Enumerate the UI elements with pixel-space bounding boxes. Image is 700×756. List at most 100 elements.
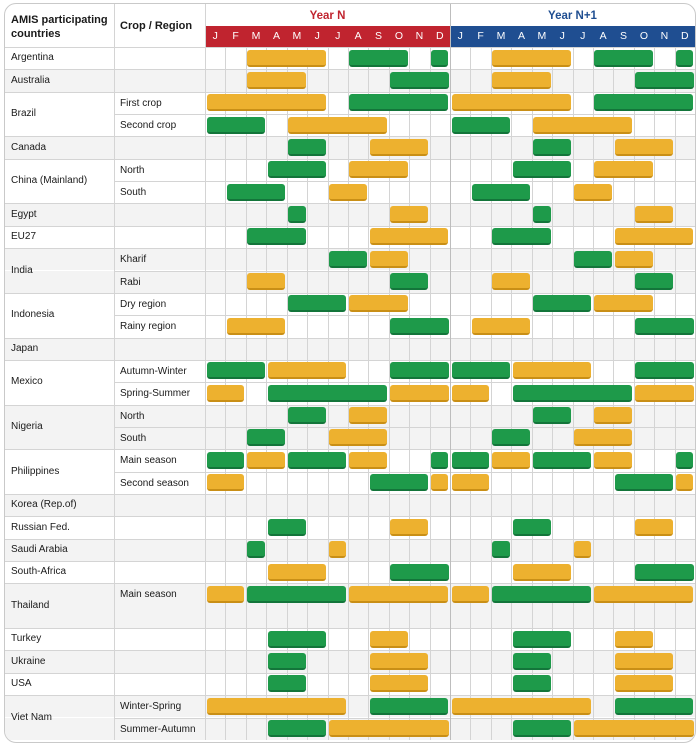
harvest-bar — [451, 362, 510, 380]
harvest-bar — [533, 451, 592, 469]
planting-bar — [614, 138, 674, 156]
planting-bar — [451, 697, 592, 715]
planting-bar — [451, 94, 571, 112]
harvest-bar — [288, 205, 306, 223]
harvest-bar — [451, 451, 490, 469]
country-label: Argentina — [11, 52, 54, 64]
planting-bar — [574, 541, 592, 559]
crop-calendar-table: AMIS participating countries Crop / Regi… — [4, 3, 696, 743]
month-label: J — [335, 30, 341, 42]
country-label: Mexico — [11, 376, 43, 388]
harvest-bar — [267, 720, 326, 737]
table-row — [5, 47, 695, 69]
harvest-bar — [635, 71, 694, 89]
planting-bar — [369, 652, 429, 670]
planting-bar — [574, 720, 694, 737]
table-row — [5, 292, 695, 315]
month-label: M — [496, 30, 506, 42]
table-row — [5, 158, 695, 181]
month-label: O — [394, 30, 404, 42]
month-label: O — [639, 30, 649, 42]
planting-bar — [267, 362, 347, 380]
harvest-bar — [390, 362, 449, 380]
planting-bar — [431, 474, 449, 492]
planting-bar — [369, 138, 429, 156]
table-row — [5, 203, 695, 226]
harvest-bar — [226, 183, 286, 201]
planting-bar — [390, 518, 429, 536]
country-label: Ukraine — [11, 655, 46, 667]
region-label: South — [120, 432, 147, 444]
grid-line — [633, 47, 635, 740]
harvest-bar — [349, 49, 408, 67]
planting-bar — [206, 384, 245, 402]
month-label: M — [292, 30, 302, 42]
table-row — [5, 471, 695, 494]
month-label: F — [477, 30, 484, 42]
harvest-bar — [369, 697, 449, 715]
planting-bar — [492, 71, 551, 89]
harvest-bar — [614, 697, 694, 715]
year-n1-label: Year N+1 — [548, 10, 597, 22]
table-row — [5, 270, 695, 293]
country-label: South-Africa — [11, 566, 67, 578]
harvest-bar — [512, 630, 571, 648]
month-label: M — [537, 30, 547, 42]
harvest-bar — [635, 273, 674, 290]
planting-bar — [226, 317, 286, 335]
harvest-bar — [512, 720, 571, 737]
country-label: Turkey — [11, 633, 42, 645]
table-row — [5, 538, 695, 562]
planting-bar — [635, 205, 674, 223]
planting-bar — [329, 720, 449, 737]
table-row — [5, 561, 695, 583]
table-row — [5, 628, 695, 650]
harvest-bar — [288, 295, 347, 313]
region-label: North — [120, 410, 145, 422]
region-label: Main season — [120, 589, 177, 601]
harvest-bar — [247, 228, 306, 246]
grid-line — [114, 4, 115, 740]
country-column-header: AMIS participating countries — [11, 14, 108, 40]
harvest-bar — [471, 183, 531, 201]
planting-bar — [369, 630, 408, 648]
table-row — [5, 114, 695, 136]
harvest-bar — [512, 384, 633, 402]
country-label: Thailand — [11, 599, 50, 611]
table-row — [5, 181, 695, 203]
planting-bar — [247, 273, 286, 290]
harvest-bar — [635, 362, 694, 380]
planting-bar — [288, 116, 388, 134]
region-label: Main season — [120, 455, 177, 467]
planting-bar — [492, 273, 531, 290]
planting-bar — [492, 451, 531, 469]
planting-bar — [471, 317, 531, 335]
country-label: EU27 — [11, 230, 37, 242]
harvest-bar — [206, 451, 245, 469]
table-row — [5, 650, 695, 673]
table-row — [5, 516, 695, 538]
country-label: Japan — [11, 342, 39, 354]
harvest-bar — [614, 474, 674, 492]
country-label: USA — [11, 677, 32, 689]
harvest-bar — [267, 161, 326, 179]
region-column-header: Crop / Region — [120, 20, 193, 32]
country-label: Philippines — [11, 465, 60, 477]
month-label: S — [375, 30, 383, 42]
planting-bar — [574, 183, 612, 201]
harvest-bar — [390, 563, 449, 581]
planting-bar — [614, 652, 674, 670]
country-label: Indonesia — [11, 309, 55, 321]
harvest-bar — [247, 541, 265, 559]
harvest-bar — [349, 94, 449, 112]
country-label: China (Mainland) — [11, 175, 88, 187]
planting-bar — [512, 563, 571, 581]
harvest-bar — [288, 407, 326, 425]
region-label: Rainy region — [120, 321, 177, 333]
region-label: South — [120, 187, 147, 199]
month-label: A — [517, 30, 525, 42]
planting-bar — [349, 161, 408, 179]
table-row — [5, 359, 695, 382]
country-label: Brazil — [11, 108, 37, 120]
harvest-bar — [390, 273, 429, 290]
